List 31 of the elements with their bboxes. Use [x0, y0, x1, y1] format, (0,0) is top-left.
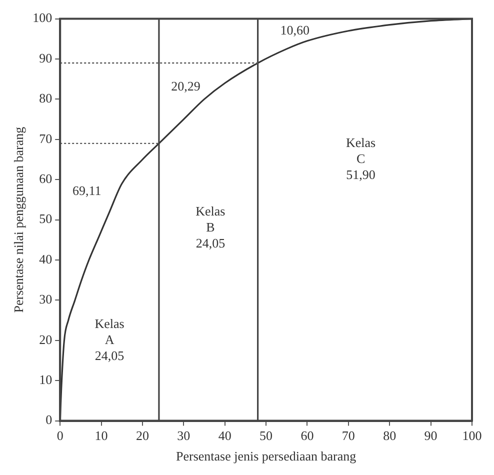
y-tick-label: 10 [39, 372, 52, 388]
x-tick-label: 70 [342, 428, 355, 444]
x-tick-label: 80 [383, 428, 396, 444]
y-tick-label: 90 [39, 50, 52, 66]
y-tick-label: 30 [39, 292, 52, 307]
y-tick-label: 50 [39, 211, 52, 226]
x-tick-label: 50 [260, 428, 273, 444]
x-axis-title: Persentase jenis persediaan barang [176, 448, 357, 464]
x-tick-label: 40 [218, 428, 232, 444]
line-series [60, 18, 472, 421]
x-tick-label: 0 [56, 428, 64, 444]
y-axis-title: Persentase nilai penggunaan barang [11, 126, 26, 313]
y-tick-label: 60 [39, 171, 52, 186]
annotation: 69,11 [72, 183, 102, 198]
x-tick-label: 100 [462, 428, 482, 444]
annotation: 10,60 [280, 22, 310, 38]
x-tick-label: 10 [94, 428, 108, 444]
y-tick-label: 0 [46, 412, 52, 428]
annotation: Kelas C 51,90 [346, 134, 376, 182]
y-tick-label: 40 [39, 251, 52, 266]
y-tick-label: 70 [39, 130, 52, 146]
y-tick-label: 100 [32, 10, 52, 26]
annotation: 20,29 [171, 78, 200, 94]
x-tick-label: 20 [136, 428, 149, 444]
x-tick-label: 30 [177, 428, 190, 444]
x-tick-label: 90 [424, 428, 438, 444]
x-tick-label: 60 [300, 428, 314, 444]
y-tick-label: 80 [39, 90, 52, 106]
y-tick-label: 20 [39, 332, 52, 347]
annotation: Kelas B 24,05 [196, 203, 226, 250]
annotation: Kelas A 24,05 [94, 316, 124, 363]
